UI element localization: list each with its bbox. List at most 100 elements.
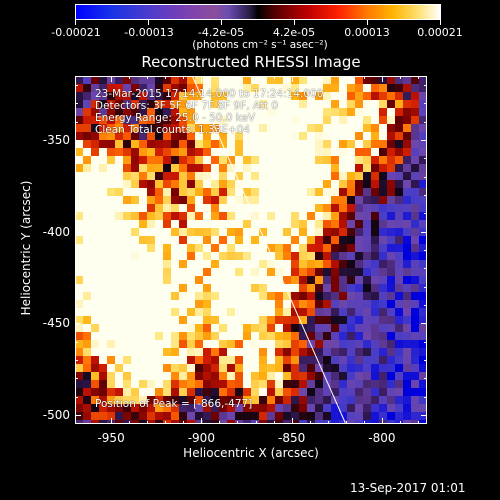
heatmap-cell [387,180,395,188]
heatmap-cell [91,148,99,156]
heatmap-cell [259,124,267,132]
heatmap-cell [323,228,331,236]
heatmap-cell [99,204,107,212]
heatmap-cell [411,364,419,372]
heatmap-cell [227,148,235,156]
heatmap-cell [291,140,299,148]
heatmap-cell [163,156,171,164]
heatmap-cell [75,292,83,300]
heatmap-cell [171,148,179,156]
heatmap-cell [91,404,99,412]
heatmap-cell [75,348,83,356]
heatmap-cell [115,164,123,172]
heatmap-cell [267,316,275,324]
heatmap-cell [139,276,147,284]
heatmap-cell [355,204,363,212]
heatmap-cell [155,404,163,412]
heatmap-cell [211,220,219,228]
heatmap-cell [267,292,275,300]
heatmap-cell [107,268,115,276]
heatmap-cell [379,300,387,308]
heatmap-cell [179,372,187,380]
heatmap-cell [123,92,131,100]
heatmap-cell [179,84,187,92]
heatmap-cell [243,308,251,316]
heatmap-cell [211,204,219,212]
heatmap-cell [187,316,195,324]
heatmap-cell [75,284,83,292]
heatmap-cell [243,156,251,164]
heatmap-cell [147,100,155,108]
heatmap-cell [379,388,387,396]
heatmap-cell [291,212,299,220]
heatmap-cell [139,308,147,316]
heatmap-cell [395,108,403,116]
heatmap-cell [219,372,227,380]
heatmap-cell [339,212,347,220]
heatmap-cell [411,180,419,188]
heatmap-cell [315,388,323,396]
heatmap-cell [147,84,155,92]
heatmap-cell [203,388,211,396]
heatmap-cell [275,420,283,424]
heatmap-cell [91,380,99,388]
heatmap-cell [211,276,219,284]
heatmap-cell [163,84,171,92]
heatmap-cell [171,260,179,268]
heatmap-cell [387,276,395,284]
heatmap-cell [339,300,347,308]
heatmap-cell [123,308,131,316]
heatmap-cell [259,212,267,220]
heatmap-cell [203,372,211,380]
heatmap-cell [267,148,275,156]
heatmap-cell [131,92,139,100]
heatmap-cell [179,420,187,424]
heatmap-cell [75,356,83,364]
heatmap-cell [147,156,155,164]
heatmap-cell [115,356,123,364]
heatmap-cell [187,196,195,204]
heatmap-cell [75,244,83,252]
heatmap-cell [331,92,339,100]
heatmap-cell [99,148,107,156]
heatmap-cell [419,356,427,364]
heatmap-cell [299,340,307,348]
heatmap-cell [419,284,427,292]
heatmap-cell [131,380,139,388]
heatmap-cell [275,340,283,348]
heatmap-cell [235,236,243,244]
info-energy-range: Energy Range: 25.0 - 50.0 keV [95,112,256,124]
heatmap-cell [331,124,339,132]
heatmap-cell [259,300,267,308]
heatmap-cell [99,108,107,116]
heatmap-cell [323,148,331,156]
heatmap-cell [115,268,123,276]
heatmap-cell [355,180,363,188]
heatmap-cell [171,236,179,244]
heatmap-cell [123,212,131,220]
heatmap-cell [355,76,363,84]
heatmap-cell [363,220,371,228]
heatmap-cell [419,244,427,252]
heatmap-cell [83,332,91,340]
heatmap-cell [187,396,195,404]
heatmap-cell [347,108,355,116]
heatmap-cell [83,140,91,148]
heatmap-cell [331,204,339,212]
heatmap-cell [243,220,251,228]
heatmap-cell [355,316,363,324]
heatmap-cell [251,316,259,324]
heatmap-cell [107,332,115,340]
heatmap-cell [387,172,395,180]
heatmap-cell [283,364,291,372]
heatmap-cell [275,220,283,228]
heatmap-cell [171,212,179,220]
heatmap-cell [155,324,163,332]
heatmap-cell [331,300,339,308]
heatmap-cell [115,404,123,412]
heatmap-cell [115,380,123,388]
heatmap-cell [355,372,363,380]
heatmap-cell [179,324,187,332]
heatmap-cell [355,228,363,236]
heatmap-cell [323,324,331,332]
